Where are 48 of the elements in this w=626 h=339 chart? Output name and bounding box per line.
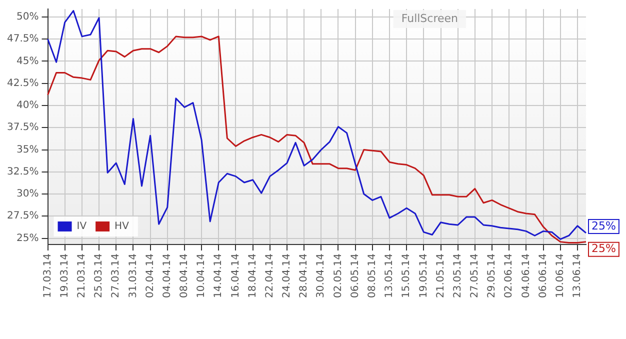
x-tick-label: 25.03.14 [94,253,105,298]
x-tick-label: 10.06.14 [554,253,566,298]
x-tick-label: 13.06.14 [572,253,584,298]
x-tick-label: 18.04.14 [247,253,258,298]
y-tick-label: 35% [16,144,39,156]
x-tick-label: 24.04.14 [282,253,293,298]
y-tick-label: 27.5% [6,210,39,222]
x-tick-label: 02.04.14 [144,253,156,298]
x-tick-label: 30.04.14 [316,253,327,298]
x-tick-label: 27.03.14 [110,253,122,298]
x-tick-label: 08.04.14 [179,253,190,298]
x-tick-label: 17.03.14 [42,253,54,298]
x-tick-label: 10.04.14 [196,253,208,298]
x-tick-label: 14.04.14 [213,253,224,298]
text: 25% [592,219,616,232]
legend-label: HV [114,221,130,232]
annotation: FullScreen [401,12,458,25]
x-tick-label: 06.06.14 [538,253,549,298]
y-tick-label: 42.5% [6,78,39,89]
x-tick-label: 29.05.14 [486,253,498,298]
x-tick-label: 15.05.14 [401,253,412,298]
x-tick-label: 13.05.14 [384,253,396,298]
x-tick-label: 27.05.14 [470,253,481,298]
x-tick-label: 19.03.14 [59,253,70,298]
text: 25% [592,242,616,256]
x-tick-label: 08.05.14 [367,253,378,298]
y-tick-label: 47.5% [6,34,39,45]
y-tick-label: 50% [16,12,39,23]
x-tick-label: 02.06.14 [504,253,515,298]
x-tick-label: 04.04.14 [162,253,173,298]
y-tick-label: 37.5% [6,122,39,134]
legend-label: IV [76,221,87,232]
x-tick-label: 28.04.14 [298,253,310,298]
x-tick-label: 21.05.14 [435,253,446,298]
y-tick-label: 32.5% [6,166,39,178]
y-tick-label: 25% [16,232,39,244]
x-tick-label: 19.05.14 [418,253,430,298]
x-tick-label: 21.03.14 [76,253,88,298]
x-tick-label: 02.05.14 [332,253,344,298]
y-tick-label: 40% [16,100,39,112]
x-tick-label: 04.06.14 [520,253,532,298]
y-tick-label: 45% [16,56,39,67]
y-tick-label: 30% [16,188,39,200]
x-tick-label: 22.04.14 [264,253,276,298]
x-tick-label: 16.04.14 [230,253,242,298]
x-tick-label: 23.05.14 [452,253,464,298]
x-tick-label: 31.03.14 [128,253,139,298]
x-tick-label: 06.05.14 [350,253,361,298]
